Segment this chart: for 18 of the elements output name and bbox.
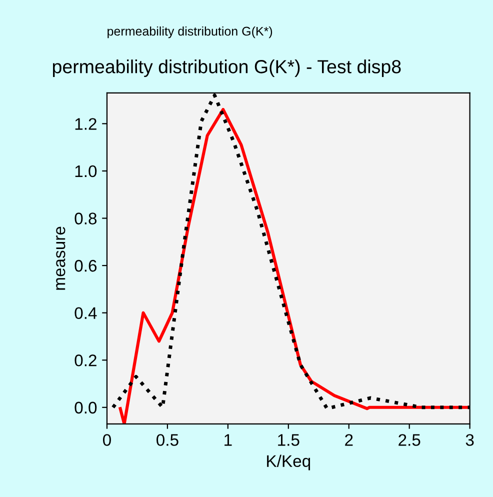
y-tick-label: 0.4 xyxy=(74,307,97,320)
x-tick-label: 1.5 xyxy=(278,434,300,446)
x-tick-label: 1 xyxy=(224,434,232,446)
y-axis-title: measure xyxy=(56,226,66,290)
text: permeability distribution G(K*) xyxy=(108,26,272,38)
x-tick-label: 2.5 xyxy=(398,434,420,446)
y-tick-label: 1.2 xyxy=(75,118,96,130)
y-tick-label: 1.0 xyxy=(75,165,97,178)
x-tick-label: 2 xyxy=(345,434,353,446)
y-tick-label: 0.0 xyxy=(74,402,97,414)
x-tick-label: 0 xyxy=(103,434,111,446)
x-tick-label: 0.5 xyxy=(156,434,178,446)
x-tick-label: 3 xyxy=(466,434,474,446)
y-tick-label: 0.2 xyxy=(74,354,96,366)
x-axis-title: K/Keq xyxy=(267,454,310,470)
chart-title: permeability distribution G(K*) - Test disp8 xyxy=(52,60,401,78)
y-tick-label: 0.8 xyxy=(74,212,97,224)
y-tick-label: 0.6 xyxy=(74,260,97,272)
